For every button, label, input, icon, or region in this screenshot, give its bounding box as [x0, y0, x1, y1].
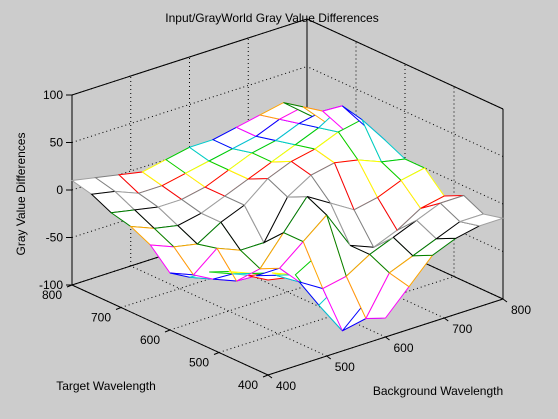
- x-axis-label: Background Wavelength: [373, 384, 503, 398]
- x-tick-label: 600: [394, 341, 414, 355]
- y-tick-label: 800: [42, 288, 62, 302]
- x-tick-mark: [267, 374, 273, 379]
- z-tick-label: 0: [56, 183, 63, 197]
- tick-labels: 400500600700800400500600700800-100-50050…: [39, 88, 531, 393]
- x-tick-label: 700: [452, 322, 472, 336]
- surface-mesh: [70, 102, 505, 332]
- x-tick-mark: [502, 298, 508, 303]
- y-axis-label: Target Wavelength: [56, 379, 156, 393]
- y-tick-mark: [164, 329, 171, 333]
- z-axis-label: Gray Value Differences: [14, 133, 28, 256]
- chart-title: Input/GrayWorld Gray Value Differences: [165, 11, 378, 25]
- back-wall-top: [71, 18, 308, 96]
- y-tick-mark: [262, 374, 269, 378]
- y-tick-label: 600: [140, 333, 160, 347]
- x-tick-mark: [443, 317, 449, 322]
- z-tick-label: -50: [46, 231, 64, 245]
- right-wall-top: [306, 18, 504, 110]
- x-tick-mark: [326, 355, 332, 360]
- z-tick-label: 50: [50, 136, 64, 150]
- x-tick-mark: [385, 336, 390, 341]
- x-tick-label: 400: [276, 379, 296, 393]
- y-tick-label: 500: [189, 356, 209, 370]
- x-tick-label: 800: [511, 303, 531, 317]
- z-tick-label: -100: [39, 278, 63, 292]
- y-tick-mark: [213, 352, 220, 355]
- z-tick-label: 100: [43, 88, 63, 102]
- y-tick-label: 700: [91, 311, 111, 325]
- y-tick-label: 400: [238, 378, 258, 392]
- y-tick-mark: [115, 307, 122, 310]
- x-tick-label: 500: [335, 360, 355, 374]
- surface-cell: [457, 213, 505, 227]
